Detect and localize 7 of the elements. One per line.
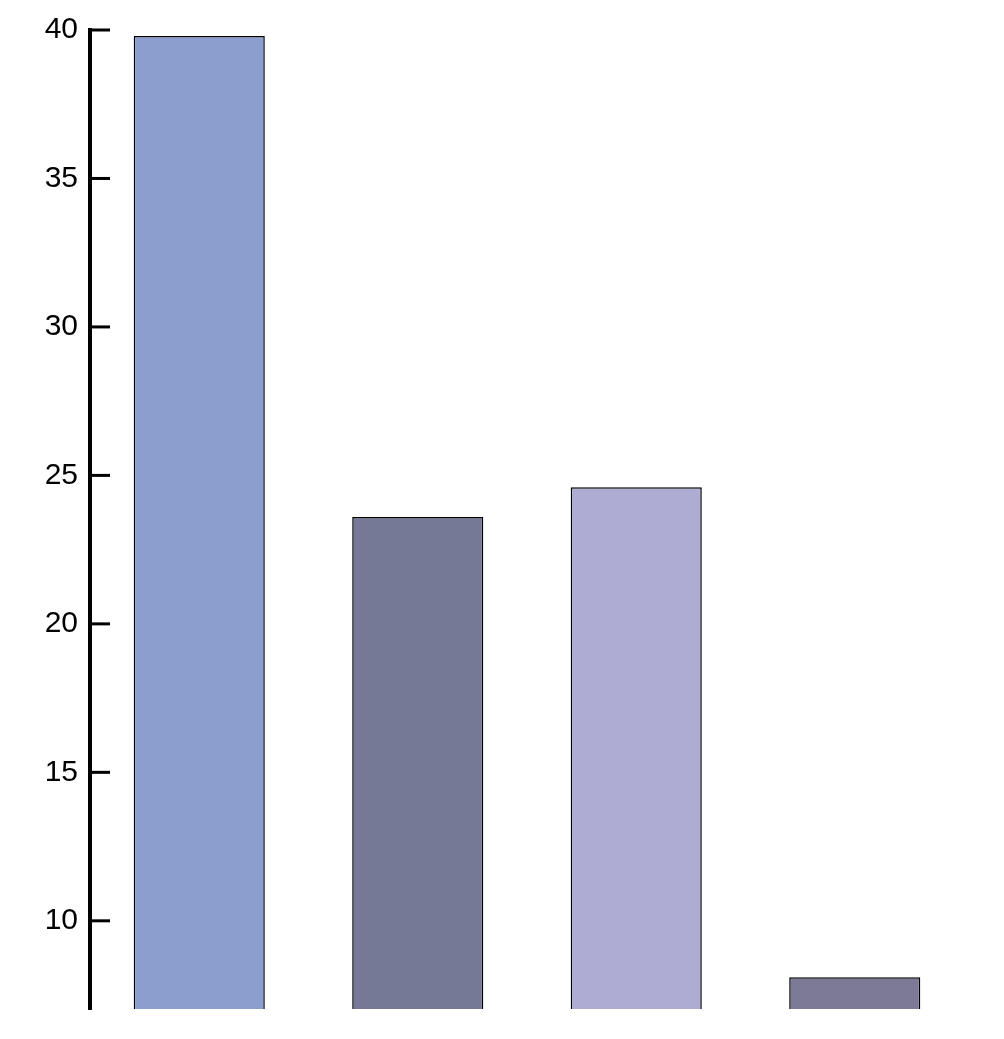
y-tick-label: 30 bbox=[44, 308, 78, 342]
y-tick-label: 40 bbox=[44, 11, 78, 45]
y-tick-label: 25 bbox=[44, 456, 78, 490]
y-tick-label: 10 bbox=[44, 902, 78, 936]
y-tick-label: 20 bbox=[44, 605, 78, 639]
y-tick-label: 35 bbox=[44, 159, 78, 193]
y-tick-label: 15 bbox=[44, 753, 78, 787]
